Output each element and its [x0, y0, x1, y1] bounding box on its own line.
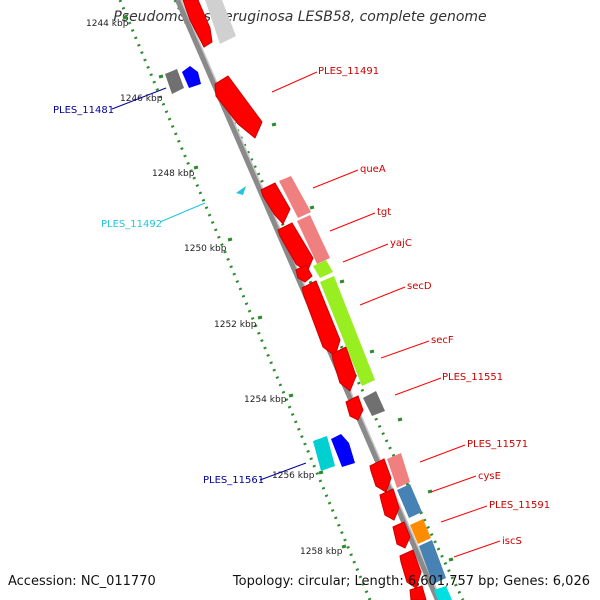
gene-block-ples-11481-grey[interactable] — [165, 69, 184, 94]
gene-label-iscs[interactable]: iscS — [502, 536, 522, 547]
gene-label-ples-11561[interactable]: PLES_11561 — [203, 475, 264, 486]
gene-arrow-top[interactable] — [182, 0, 213, 48]
tick-label-1246: 1246 kbp — [120, 94, 163, 104]
cog-block-bottom[interactable] — [434, 586, 452, 600]
gene-label-ples-11571[interactable]: PLES_11571 — [467, 439, 528, 450]
cog-block-cyse[interactable] — [397, 484, 422, 518]
tick-label-1248: 1248 kbp — [152, 169, 195, 179]
cog-block-ples-11571[interactable] — [387, 453, 410, 488]
cog-block-iscs[interactable] — [419, 540, 446, 584]
cog-block-yajc[interactable] — [313, 260, 333, 278]
tick-label-1252: 1252 kbp — [214, 320, 257, 330]
reverse-genes — [165, 66, 355, 471]
gene-label-yajc[interactable]: yajC — [390, 238, 412, 249]
major-ticks — [122, 15, 454, 562]
gene-arrow-ples-11561[interactable] — [331, 434, 355, 467]
cog-block-ples-11551[interactable] — [363, 391, 385, 416]
gene-block-ples-11561-cyan[interactable] — [313, 436, 335, 471]
gene-arrow-ples-11491[interactable] — [214, 75, 263, 139]
gene-arrow-secf[interactable] — [331, 346, 357, 392]
cog-blocks — [205, 0, 452, 600]
accession-text: Accession: NC_011770 — [8, 574, 156, 589]
cog-block-secd[interactable] — [320, 276, 375, 386]
gene-label-ples-11491[interactable]: PLES_11491 — [318, 66, 379, 77]
gene-arrow-ples-11571[interactable] — [369, 458, 392, 493]
gene-labels: PLES_11491 queA tgt yajC secD secF PLES_… — [53, 66, 550, 547]
tick-labels: 1244 kbp 1246 kbp 1248 kbp 1250 kbp 1252… — [86, 19, 343, 557]
tick-label-1258: 1258 kbp — [300, 547, 343, 557]
tick-label-1244: 1244 kbp — [86, 19, 129, 29]
cog-block-top[interactable] — [205, 0, 236, 44]
gene-label-cyse[interactable]: cysE — [478, 471, 501, 482]
label-leaders — [111, 71, 501, 558]
forward-genes — [182, 0, 427, 600]
gene-label-ples-11591[interactable]: PLES_11591 — [489, 500, 550, 511]
gene-arrow-cyse[interactable] — [379, 488, 400, 521]
gene-arrow-quea[interactable] — [260, 182, 291, 225]
gene-label-secd[interactable]: secD — [407, 281, 432, 292]
gene-label-quea[interactable]: queA — [360, 164, 386, 175]
cog-block-quea[interactable] — [279, 176, 311, 218]
cog-block-ples-11591[interactable] — [410, 519, 431, 544]
gene-arrow-bottom[interactable] — [409, 585, 427, 600]
gene-arrow-ples-11492[interactable] — [236, 186, 246, 195]
gene-label-secf[interactable]: secF — [431, 335, 454, 346]
gene-label-ples-11492[interactable]: PLES_11492 — [101, 219, 162, 230]
gene-arrow-ples-11481[interactable] — [182, 66, 201, 88]
tick-label-1256: 1256 kbp — [272, 471, 315, 481]
gene-label-ples-11481[interactable]: PLES_11481 — [53, 105, 114, 116]
gene-arrow-yajc[interactable] — [295, 264, 313, 283]
gene-label-tgt[interactable]: tgt — [377, 207, 391, 218]
cog-block-tgt[interactable] — [297, 215, 330, 264]
tick-label-1254: 1254 kbp — [244, 395, 287, 405]
topology-text: Topology: circular; Length: 6,601,757 bp… — [232, 574, 590, 589]
gene-label-ples-11551[interactable]: PLES_11551 — [442, 372, 503, 383]
tick-label-1250: 1250 kbp — [184, 244, 227, 254]
gene-arrow-ples-11591[interactable] — [392, 521, 411, 549]
gene-arrow-ples-11551[interactable] — [345, 395, 364, 421]
